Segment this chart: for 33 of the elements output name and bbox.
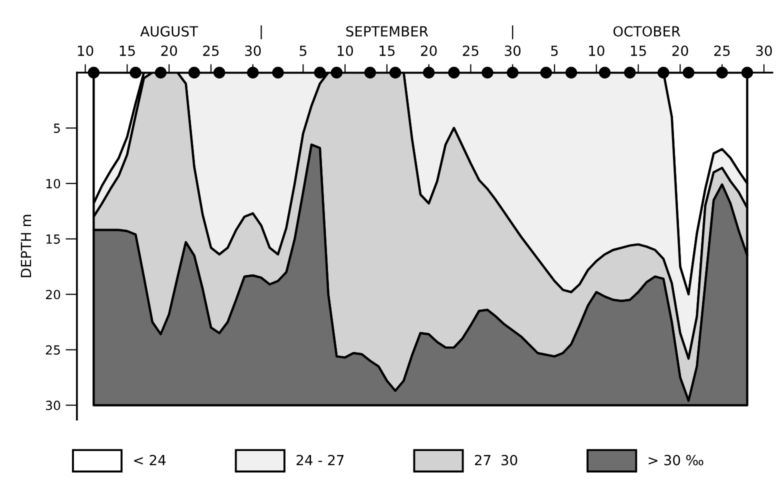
y-tick-label: 5: [54, 124, 60, 133]
x-tick-label: 10: [589, 46, 604, 56]
x2-tick-label: AUGUST: [140, 26, 198, 37]
x-tick-label: 10: [78, 46, 94, 56]
y-tick-label: 15: [46, 234, 60, 244]
y-tick-label: 20: [46, 290, 60, 300]
x2-tick-label: SEPTEMBER: [346, 26, 428, 37]
y-axis-title: DEPTH m: [20, 214, 32, 278]
legend-label: 24 - 27: [296, 454, 344, 466]
x-tick-label: 30: [245, 46, 261, 56]
y-tick-label: 25: [46, 345, 60, 355]
x-tick-label: 20: [421, 46, 437, 56]
x-tick-label: 25: [714, 46, 730, 56]
x-tick-label: 15: [380, 46, 395, 56]
x-tick-label: 5: [300, 46, 306, 56]
x-tick-label: 25: [462, 46, 478, 56]
y-tick-label: 30: [46, 400, 60, 410]
x2-tick-label: |: [260, 25, 262, 40]
x-tick-label: 20: [672, 46, 688, 56]
legend-label: 27 30: [474, 454, 518, 466]
x-tick-label: 5: [551, 46, 558, 56]
x-tick-label: 10: [338, 46, 353, 56]
x-tick-label: 25: [203, 46, 219, 56]
x-tick-label: 20: [161, 46, 177, 56]
legend-label: > 30 ‰: [648, 454, 704, 466]
x-tick-label: 15: [630, 46, 646, 56]
x-tick-label: 15: [120, 46, 135, 56]
x2-tick-label: OCTOBER: [613, 26, 680, 37]
x-tick-label: 30: [756, 46, 772, 56]
y-tick-label: 10: [46, 178, 60, 188]
x-tick-label: 30: [504, 46, 521, 56]
x2-tick-label: |: [512, 25, 514, 40]
legend-label: < 24: [134, 454, 166, 466]
